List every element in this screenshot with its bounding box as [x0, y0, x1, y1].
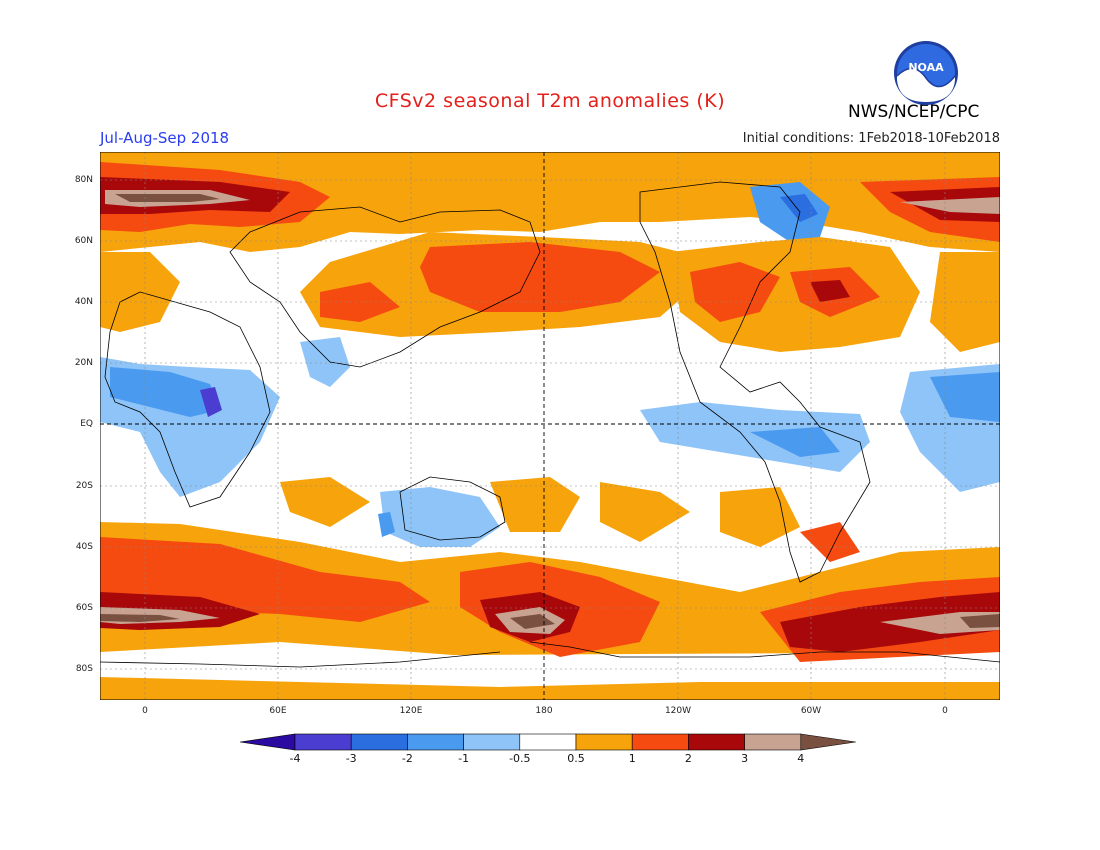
- colorbar-segment: [631, 733, 689, 751]
- arctic-warm-band: [100, 152, 1000, 252]
- colorbar-segment: [407, 733, 464, 751]
- colorbar-segment: [800, 733, 856, 751]
- svg-text:NOAA: NOAA: [908, 61, 944, 74]
- lat-tick: EQ: [80, 419, 93, 429]
- colorbar-label: -3: [345, 752, 357, 765]
- colorbar-label: 4: [797, 752, 805, 765]
- lat-tick: 60N: [74, 236, 93, 246]
- forecast-period: Jul-Aug-Sep 2018: [100, 129, 230, 147]
- lon-tick: 120E: [399, 706, 423, 716]
- colorbar-segment: [294, 733, 352, 751]
- lat-tick: 80S: [75, 664, 93, 674]
- colorbar-segment: [519, 733, 577, 751]
- lat-tick: 40N: [74, 297, 93, 307]
- colorbar-label: 3: [741, 752, 749, 765]
- lon-tick: 120W: [664, 706, 692, 716]
- colorbar-label: -1: [458, 752, 470, 765]
- noaa-logo: NOAA: [894, 41, 958, 105]
- colorbar-label: -0.5: [509, 752, 531, 765]
- agency-label: NWS/NCEP/CPC: [848, 102, 980, 122]
- colorbar-segment: [688, 733, 745, 751]
- lat-tick: 40S: [75, 542, 93, 552]
- lon-tick: 180: [535, 706, 553, 716]
- lat-tick: 80N: [74, 175, 93, 185]
- lon-tick: 0: [142, 706, 148, 716]
- colorbar: [240, 733, 856, 751]
- lat-tick: 20S: [75, 481, 93, 491]
- lon-tick: 60E: [269, 706, 287, 716]
- lat-tick: 20N: [74, 358, 93, 368]
- colorbar-segment: [350, 733, 408, 751]
- colorbar-segment: [744, 733, 802, 751]
- colorbar-label: 2: [684, 752, 692, 765]
- initial-conditions: Initial conditions: 1Feb2018-10Feb2018: [742, 131, 1000, 146]
- colorbar-label: 1: [628, 752, 636, 765]
- chart-title: CFSv2 seasonal T2m anomalies (K): [374, 90, 726, 112]
- lat-tick: 60S: [75, 603, 93, 613]
- colorbar-label: -2: [401, 752, 413, 765]
- colorbar-label: -4: [289, 752, 301, 765]
- colorbar-label: 0.5: [567, 752, 585, 765]
- lon-tick: 60W: [800, 706, 822, 716]
- colorbar-segment: [575, 733, 633, 751]
- lon-tick: 0: [942, 706, 948, 716]
- colorbar-segment: [240, 733, 296, 751]
- anomaly-map: [100, 152, 1000, 700]
- colorbar-segment: [463, 733, 521, 751]
